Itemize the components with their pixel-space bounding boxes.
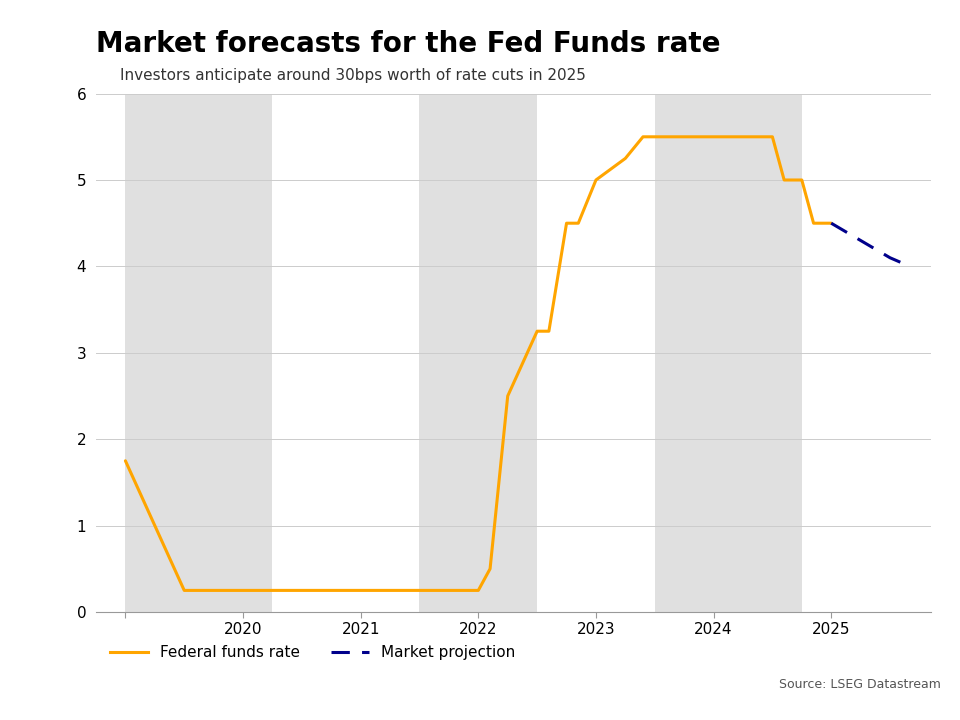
Bar (420, 94, 538, 612)
Text: Market forecasts for the Fed Funds rate: Market forecasts for the Fed Funds rate (96, 30, 721, 58)
Text: Investors anticipate around 30bps worth of rate cuts in 2025: Investors anticipate around 30bps worth … (120, 68, 586, 83)
Bar (126, 94, 273, 612)
Legend: Federal funds rate, Market projection: Federal funds rate, Market projection (104, 639, 521, 667)
Bar (655, 94, 802, 612)
Text: Source: LSEG Datastream: Source: LSEG Datastream (779, 678, 941, 691)
